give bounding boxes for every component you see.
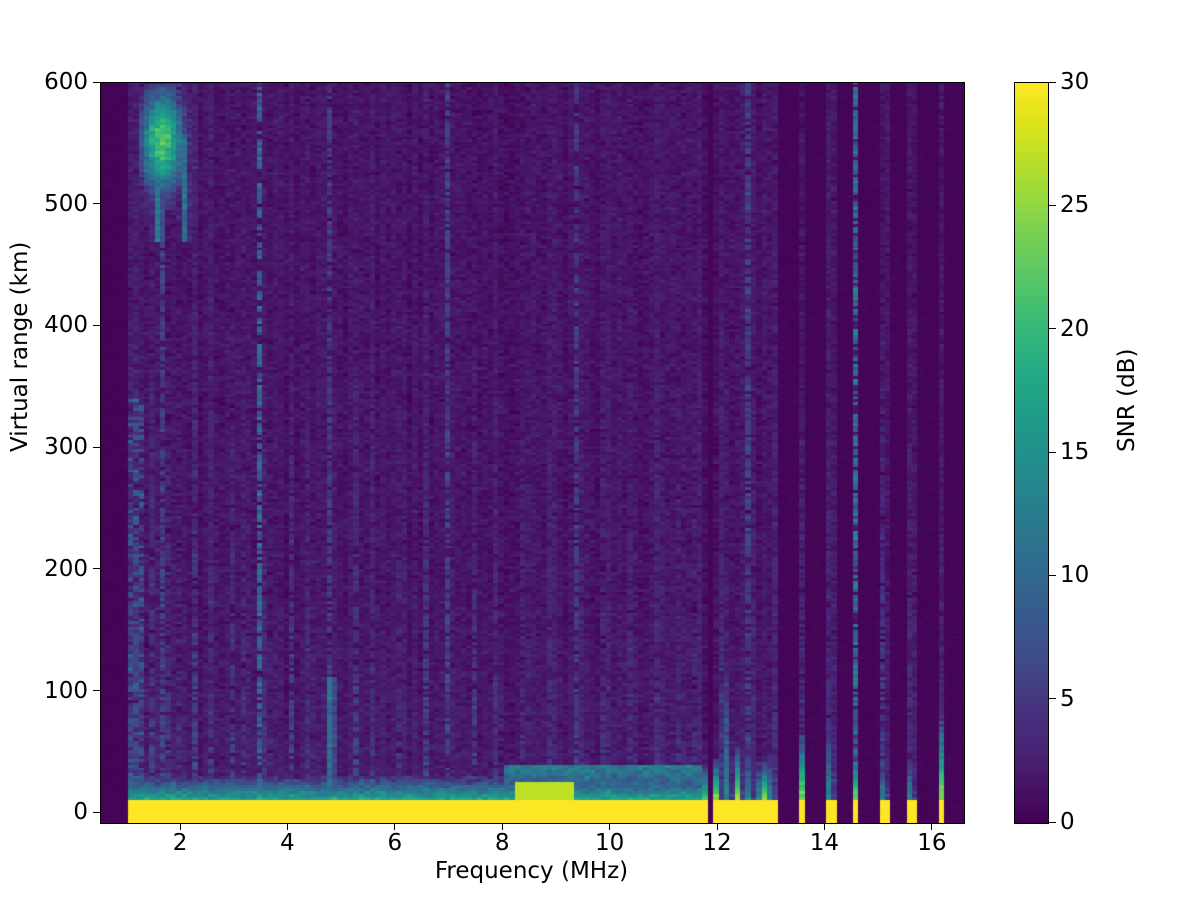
x-tick-mark	[609, 823, 611, 830]
colorbar-tick-label: 10	[1060, 562, 1090, 589]
colorbar-tick-mark	[1049, 698, 1056, 700]
x-axis-label: Frequency (MHz)	[434, 858, 629, 884]
colorbar-tick-label: 25	[1060, 192, 1090, 219]
y-tick-mark	[93, 446, 100, 448]
x-tick-label: 10	[594, 830, 625, 856]
x-tick-label: 6	[387, 830, 403, 856]
x-tick-label: 4	[280, 830, 295, 856]
y-tick-mark	[93, 81, 100, 83]
y-tick-label: 400	[44, 312, 88, 339]
snr-colorbar[interactable]	[1014, 82, 1049, 824]
y-tick-label: 100	[44, 677, 88, 704]
colorbar-tick-mark	[1049, 328, 1056, 330]
x-tick-label: 14	[809, 830, 840, 856]
x-tick-label: 16	[917, 830, 947, 856]
y-tick-mark	[93, 568, 100, 570]
x-tick-mark	[179, 823, 181, 830]
y-tick-mark	[93, 690, 100, 692]
ionogram-plot-area[interactable]	[100, 82, 965, 824]
y-axis-label: Virtual range (km)	[7, 241, 33, 452]
y-tick-label: 300	[44, 434, 88, 461]
colorbar-tick-label: 0	[1060, 809, 1075, 835]
colorbar-tick-label: 20	[1060, 315, 1090, 342]
colorbar-tick-mark	[1049, 81, 1056, 83]
y-tick-label: 200	[44, 555, 88, 582]
colorbar-label: SNR (dB)	[1114, 348, 1140, 452]
x-tick-label: 12	[702, 830, 732, 856]
y-tick-label: 0	[73, 799, 88, 826]
y-tick-label: 600	[44, 69, 88, 95]
y-tick-label: 500	[44, 190, 88, 217]
ionogram-heatmap[interactable]	[101, 83, 964, 823]
y-tick-mark	[93, 811, 100, 813]
y-tick-mark	[93, 203, 100, 205]
colorbar-tick-mark	[1049, 204, 1056, 206]
x-tick-label: 8	[494, 830, 510, 856]
colorbar-gradient	[1015, 83, 1048, 823]
x-tick-mark	[286, 823, 289, 830]
colorbar-tick-label: 15	[1060, 439, 1090, 465]
colorbar-tick-label: 30	[1060, 69, 1090, 95]
colorbar-tick-mark	[1049, 821, 1056, 823]
x-tick-mark	[716, 823, 718, 830]
y-tick-mark	[93, 324, 100, 326]
x-tick-mark	[394, 823, 396, 830]
colorbar-tick-mark	[1049, 574, 1056, 576]
x-tick-mark	[931, 823, 933, 830]
x-tick-label: 2	[172, 830, 188, 856]
x-tick-mark	[823, 823, 826, 830]
x-tick-mark	[501, 823, 503, 830]
colorbar-tick-mark	[1049, 451, 1056, 453]
colorbar-tick-label: 5	[1060, 685, 1075, 712]
